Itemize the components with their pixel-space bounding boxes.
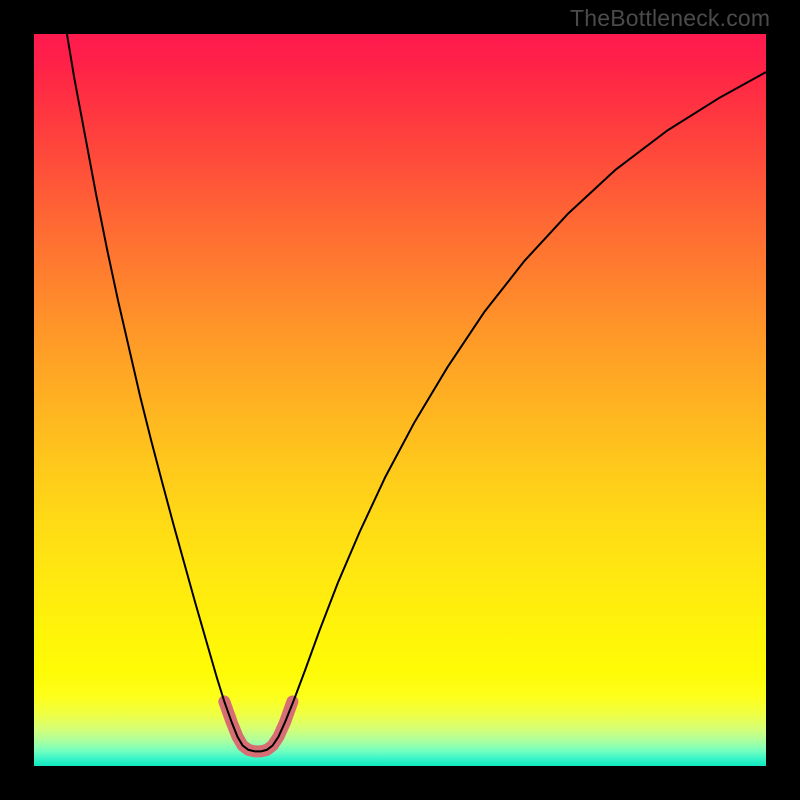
bottleneck-chart (0, 0, 800, 800)
watermark-text: TheBottleneck.com (570, 5, 770, 32)
chart-gradient-bg (34, 34, 766, 766)
chart-canvas: TheBottleneck.com (0, 0, 800, 800)
